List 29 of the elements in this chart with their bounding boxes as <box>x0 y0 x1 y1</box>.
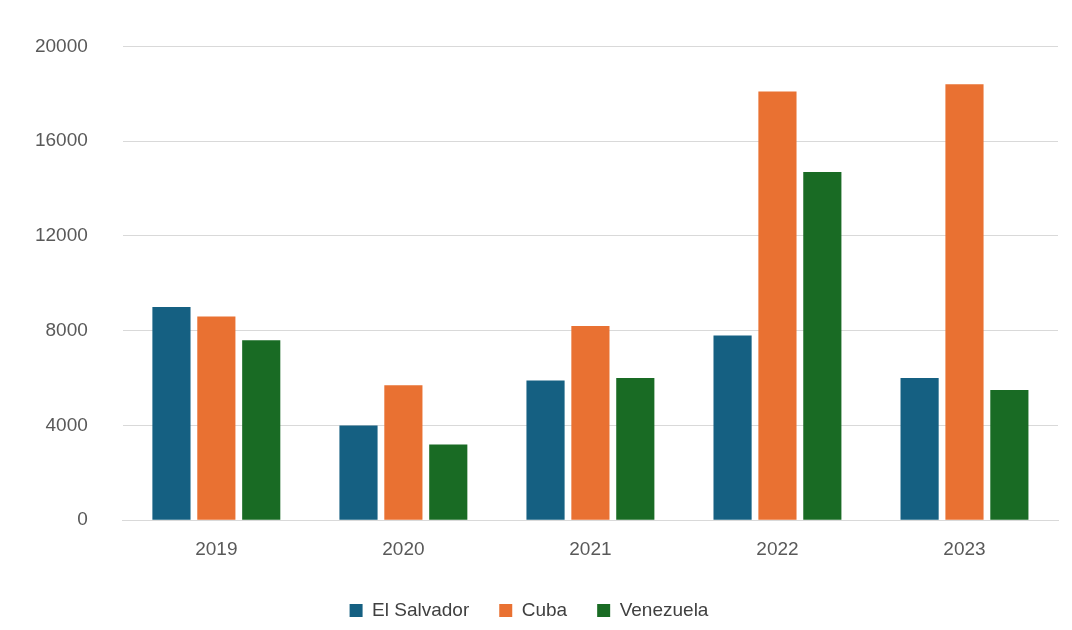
y-tick-label: 4000 <box>45 413 88 435</box>
y-tick-label: 16000 <box>34 129 88 151</box>
bar <box>616 378 655 520</box>
bar <box>526 380 565 520</box>
bar <box>152 306 191 520</box>
y-tick-label: 8000 <box>45 318 88 340</box>
x-tick-label: 2023 <box>943 537 986 559</box>
bar <box>900 378 939 520</box>
y-tick-label: 20000 <box>34 34 88 56</box>
y-tick-label: 12000 <box>34 224 88 246</box>
bar <box>429 444 468 520</box>
bar <box>242 340 281 520</box>
bar <box>339 425 378 520</box>
bar <box>945 84 984 520</box>
x-tick-label: 2021 <box>569 537 612 559</box>
bar <box>384 385 423 520</box>
y-tick-label: 0 <box>77 508 88 530</box>
x-tick-label: 2020 <box>382 537 425 559</box>
bar <box>713 335 752 520</box>
x-tick-label: 2019 <box>195 537 238 559</box>
bar <box>803 171 842 520</box>
bar <box>197 316 236 520</box>
bar <box>758 91 797 520</box>
legend-label: El Salvador <box>372 598 470 620</box>
bar <box>571 325 610 520</box>
bar <box>990 389 1029 520</box>
legend-label: Cuba <box>521 598 568 620</box>
x-tick-label: 2022 <box>756 537 799 559</box>
legend-label: Venezuela <box>619 598 709 620</box>
